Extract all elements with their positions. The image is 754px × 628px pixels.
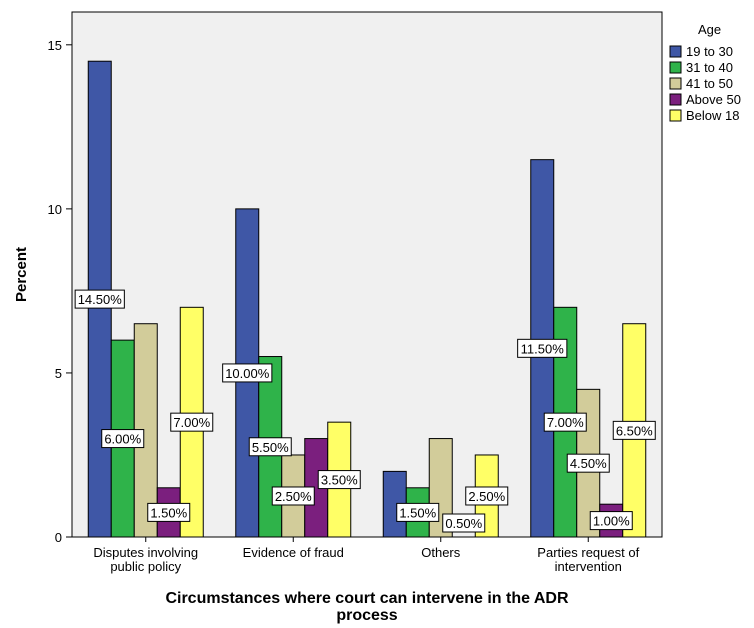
data-label-box [147, 502, 191, 522]
data-label: 2.50% [275, 489, 312, 504]
data-label-box [101, 429, 145, 449]
y-tick-label: 5 [55, 366, 62, 381]
y-tick-label: 0 [55, 530, 62, 545]
data-label: 1.00% [593, 514, 630, 529]
y-tick-label: 15 [48, 38, 62, 53]
legend-label: Below 18 [686, 108, 739, 123]
data-label: 6.00% [104, 432, 141, 447]
legend-swatch [669, 109, 682, 122]
data-label: 0.50% [445, 516, 482, 531]
data-label: 7.00% [547, 415, 584, 430]
data-label-box [74, 289, 125, 309]
x-tick-label: Parties request of [537, 545, 639, 560]
data-label-box [589, 511, 633, 531]
x-tick-label: Evidence of fraud [243, 545, 344, 560]
legend-label: 31 to 40 [686, 60, 733, 75]
data-label-box [271, 486, 315, 506]
data-label-box [442, 513, 486, 533]
data-label-box [465, 486, 509, 506]
legend-swatch [669, 45, 682, 58]
legend-swatch [669, 77, 682, 90]
x-tick-label: public policy [110, 559, 181, 574]
data-label: 2.50% [468, 489, 505, 504]
data-label-box [248, 437, 292, 457]
data-label-box [612, 420, 656, 440]
data-label-box [170, 412, 214, 432]
data-label: 14.50% [78, 292, 123, 307]
data-label-box [222, 363, 273, 383]
data-label-box [566, 453, 610, 473]
y-tick-label: 10 [48, 202, 62, 217]
plot-area-group: 0 5 10 15 Percent 14.50% 6.00% 1.50% 7.00% 10.00%… [13, 11, 663, 624]
data-label: 10.00% [225, 366, 270, 381]
data-label: 7.00% [173, 415, 210, 430]
data-label: 5.50% [252, 440, 289, 455]
data-label-box [517, 338, 568, 358]
legend-label: 19 to 30 [686, 44, 733, 59]
data-label-box [396, 502, 440, 522]
x-axis-title: Circumstances where court can intervene … [165, 590, 569, 607]
legend-title: Age [698, 22, 721, 37]
data-label: 1.50% [150, 505, 187, 520]
data-label: 11.50% [521, 341, 565, 356]
data-label: 3.50% [321, 473, 358, 488]
x-tick-label: Disputes involving [93, 545, 198, 560]
data-label: 1.50% [399, 505, 436, 520]
data-label-box [543, 412, 587, 432]
legend-swatch [669, 93, 682, 106]
x-tick-label: intervention [555, 559, 622, 574]
x-tick-label: Others [421, 545, 461, 560]
y-axis-title: Percent [13, 247, 30, 302]
legend-swatch [669, 61, 682, 74]
data-label-box [317, 470, 361, 490]
legend-label: Above 50 [686, 92, 741, 107]
legend-label: 41 to 50 [686, 76, 733, 91]
x-axis-title: process [336, 607, 397, 624]
data-label: 4.50% [570, 456, 607, 471]
data-label: 6.50% [616, 423, 653, 438]
